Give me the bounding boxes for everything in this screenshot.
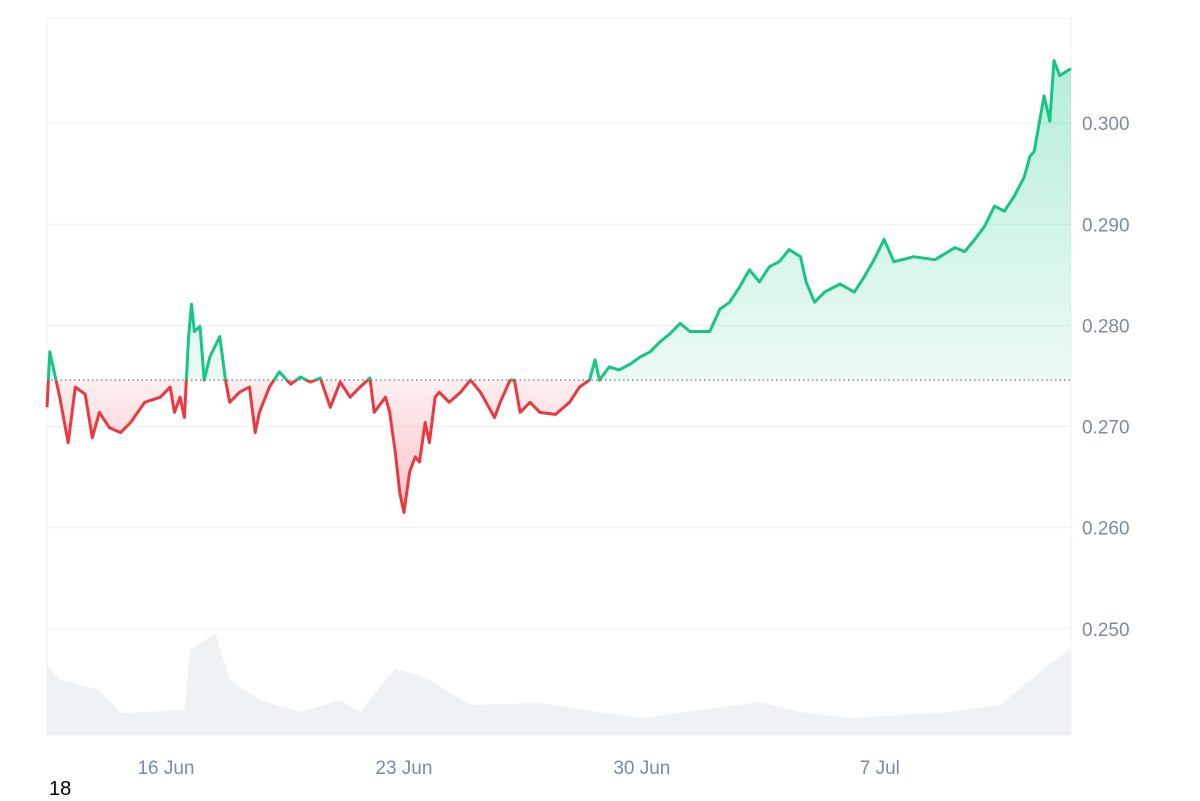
area-below-baseline (47, 380, 590, 513)
area-above-baseline (47, 60, 1071, 381)
x-tick-label: 16 Jun (137, 758, 194, 779)
y-tick-label: 0.280 (1082, 316, 1130, 337)
volume-area (47, 633, 1071, 735)
grid-lines (47, 122, 1071, 630)
x-tick-label: 7 Jul (860, 758, 900, 779)
price-line-above (46, 59, 1072, 381)
y-tick-label: 0.290 (1082, 215, 1130, 236)
y-tick-label: 0.250 (1082, 620, 1130, 641)
x-tick-label: 30 Jun (613, 758, 670, 779)
x-tick-label: 23 Jun (375, 758, 432, 779)
y-tick-label: 0.260 (1082, 519, 1130, 540)
price-line-below (45, 380, 602, 514)
corner-label: 18 (49, 778, 72, 800)
y-tick-label: 0.300 (1082, 114, 1130, 135)
y-tick-label: 0.270 (1082, 418, 1130, 439)
